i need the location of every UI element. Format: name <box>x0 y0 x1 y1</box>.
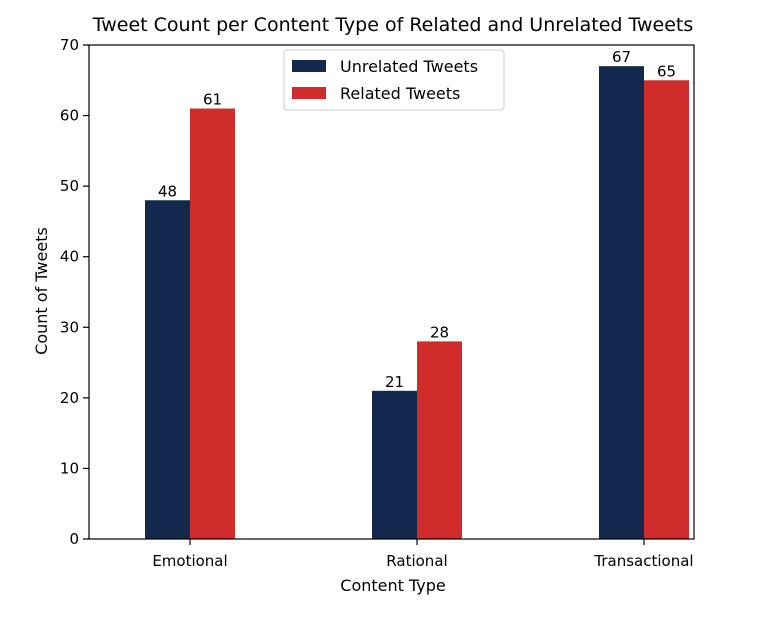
bar-unrelated-tweets-transactional <box>599 66 644 540</box>
bar-related-tweets-rational <box>417 341 462 539</box>
data-label: 65 <box>657 62 676 80</box>
chart-title: Tweet Count per Content Type of Related … <box>92 14 693 36</box>
plot-area: 48 21 67 61 28 65 <box>145 48 689 540</box>
legend-box <box>283 49 505 111</box>
bar-unrelated-tweets-emotional <box>145 200 190 539</box>
bar-related-tweets-emotional <box>190 108 235 539</box>
bar-related-tweets-transactional <box>644 80 689 540</box>
x-tick-label: Transactional <box>593 552 693 570</box>
y-tick-label: 50 <box>60 177 79 195</box>
y-tick-label: 70 <box>60 36 79 54</box>
y-tick-label: 60 <box>60 107 79 125</box>
legend: Unrelated Tweets Related Tweets <box>283 49 505 111</box>
legend-label: Unrelated Tweets <box>340 57 478 76</box>
legend-swatch <box>292 87 326 99</box>
x-tick-label: Emotional <box>152 552 227 570</box>
axes: 0 10 20 30 40 50 60 70 Emotional Rational Transact… <box>60 36 695 570</box>
x-tick-label: Rational <box>386 552 447 570</box>
plot-frame <box>88 44 695 540</box>
y-tick-label: 10 <box>60 459 79 477</box>
bar-unrelated-tweets-rational <box>372 390 417 539</box>
legend-label: Related Tweets <box>340 84 460 103</box>
y-tick-label: 30 <box>60 318 79 336</box>
y-tick-label: 20 <box>60 389 79 407</box>
y-axis-label: Count of Tweets <box>32 227 51 355</box>
data-label: 67 <box>612 48 631 66</box>
data-label: 28 <box>430 323 449 341</box>
data-label: 48 <box>158 182 177 200</box>
x-axis-label: Content Type <box>340 576 445 595</box>
y-tick-label: 40 <box>60 248 79 266</box>
data-label: 61 <box>203 91 222 109</box>
data-label: 21 <box>385 373 404 391</box>
y-tick-label: 0 <box>69 530 79 548</box>
legend-swatch <box>292 60 326 72</box>
